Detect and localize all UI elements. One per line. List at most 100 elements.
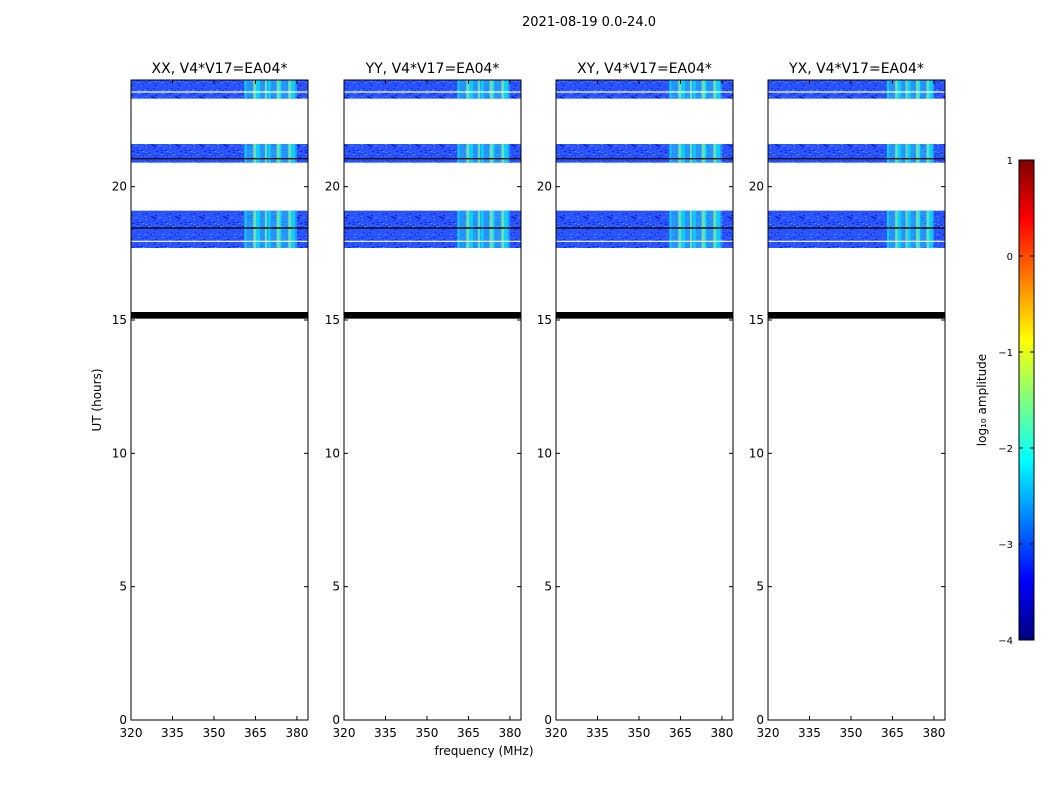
flag-band <box>556 312 733 319</box>
figure-title: 2021-08-19 0.0-24.0 <box>522 15 656 30</box>
y-tick-label: 5 <box>332 580 340 594</box>
rfi-streak <box>504 144 509 163</box>
rfi-streak <box>469 210 474 248</box>
rfi-streak <box>480 144 484 163</box>
rfi-streak <box>466 144 470 163</box>
rfi-streak <box>713 80 717 99</box>
rfi-streak <box>457 210 460 248</box>
panel-title: XY, V4*V17=EA04* <box>577 61 712 77</box>
rfi-streak <box>886 210 889 248</box>
flag-band <box>344 312 521 319</box>
rfi-streak <box>895 80 899 99</box>
y-tick-label: 10 <box>325 446 340 460</box>
rfi-streak <box>504 80 509 99</box>
x-tick-label: 335 <box>586 726 609 740</box>
rfi-streak <box>918 80 921 99</box>
x-tick-label: 350 <box>203 726 226 740</box>
x-tick-label: 380 <box>710 726 733 740</box>
colorbar-tick-label: 0 <box>1007 252 1013 263</box>
rfi-streak <box>291 144 296 163</box>
colorbar-tick-label: −3 <box>998 540 1013 551</box>
rfi-streak <box>716 144 721 163</box>
panel-title: YX, V4*V17=EA04* <box>788 61 924 77</box>
x-tick-label: 365 <box>457 726 480 740</box>
rfi-streak <box>907 210 911 248</box>
rfi-streak <box>689 144 692 163</box>
rfi-streak <box>678 80 682 99</box>
x-tick-label: 380 <box>498 726 521 740</box>
rfi-streak <box>713 144 717 163</box>
rfi-streak <box>288 210 292 248</box>
rfi-streak <box>469 144 474 163</box>
x-tick-label: 320 <box>545 726 568 740</box>
rfi-streak <box>253 210 257 248</box>
panel-yx: YX, V4*V17=EA04* 320 335 350 365 380 0 5 10 15 20 <box>749 61 946 740</box>
rfi-streak <box>279 210 282 248</box>
rfi-streak <box>704 144 707 163</box>
colorbar-tick-label: −1 <box>998 348 1013 359</box>
x-tick-label: 350 <box>628 726 651 740</box>
rfi-streak <box>504 210 509 248</box>
panel-yy: YY, V4*V17=EA04* 320 335 350 365 380 0 5 10 15 20 <box>325 61 522 740</box>
rfi-streak <box>288 144 292 163</box>
y-tick-label: 15 <box>112 313 127 327</box>
colorbar-gradient <box>1018 159 1035 641</box>
rfi-streak <box>907 80 911 99</box>
rfi-streak <box>267 80 271 99</box>
y-tick-label: 0 <box>756 713 764 727</box>
rfi-streak <box>256 144 261 163</box>
x-axis-label: frequency (MHz) <box>434 744 533 758</box>
rfi-streak <box>897 144 902 163</box>
rfi-streak <box>905 144 908 163</box>
rfi-streak <box>897 210 902 248</box>
rfi-streak <box>492 210 495 248</box>
rfi-streak <box>477 210 480 248</box>
rfi-streak <box>276 210 281 248</box>
rfi-streak <box>267 144 271 163</box>
y-tick-label: 20 <box>112 180 127 194</box>
y-tick-label: 0 <box>119 713 127 727</box>
rfi-streak <box>480 210 484 248</box>
rfi-streak <box>689 80 692 99</box>
colorbar-tick-label: 1 <box>1007 156 1013 167</box>
rfi-streak <box>469 80 474 99</box>
panel-frame <box>130 79 309 721</box>
rfi-streak <box>689 210 692 248</box>
x-tick-label: 365 <box>881 726 904 740</box>
rfi-streak <box>916 210 921 248</box>
panel-title: XX, V4*V17=EA04* <box>152 61 288 77</box>
rfi-streak <box>244 210 247 248</box>
rfi-streak <box>918 210 921 248</box>
rfi-streak <box>291 210 296 248</box>
rfi-streak <box>681 210 686 248</box>
rfi-streak <box>886 80 889 99</box>
rfi-streak <box>489 144 494 163</box>
panel-xx: XX, V4*V17=EA04* 320 335 350 365 380 0 5 10 15 20 <box>112 61 309 740</box>
rfi-streak <box>886 144 889 163</box>
rfi-streak <box>895 210 899 248</box>
rfi-streak <box>466 210 470 248</box>
rfi-streak <box>256 80 261 99</box>
y-tick-label: 10 <box>537 446 552 460</box>
x-tick-label: 320 <box>120 726 143 740</box>
x-tick-label: 380 <box>285 726 308 740</box>
y-axis-label: UT (hours) <box>90 368 104 431</box>
panels-group: XX, V4*V17=EA04* 320 335 350 365 380 0 5 10 15 20 Y… <box>112 61 946 740</box>
rfi-streak <box>713 210 717 248</box>
rfi-streak <box>244 80 247 99</box>
rfi-streak <box>928 144 933 163</box>
y-tick-label: 5 <box>544 580 552 594</box>
y-tick-label: 20 <box>749 180 764 194</box>
x-tick-label: 335 <box>798 726 821 740</box>
rfi-streak <box>669 144 672 163</box>
panel-frame <box>555 79 734 721</box>
x-tick-label: 365 <box>244 726 267 740</box>
rfi-streak <box>276 80 281 99</box>
y-tick-label: 10 <box>112 446 127 460</box>
flag-band <box>768 312 945 319</box>
colorbar-tick-label: −4 <box>998 636 1013 647</box>
rfi-streak <box>669 80 672 99</box>
rfi-streak <box>457 144 460 163</box>
rfi-streak <box>291 80 296 99</box>
